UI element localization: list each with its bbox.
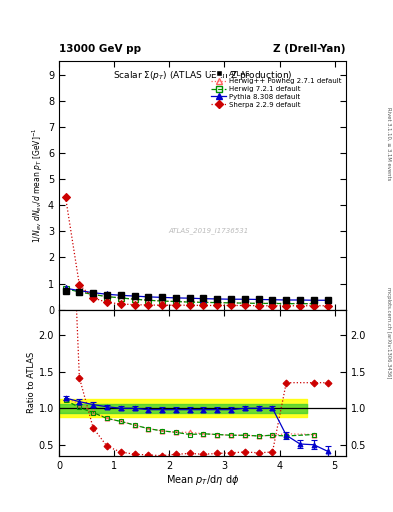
Text: ATLAS_2019_I1736531: ATLAS_2019_I1736531 [168,227,248,233]
Y-axis label: Ratio to ATLAS: Ratio to ATLAS [27,352,36,413]
Text: 13000 GeV pp: 13000 GeV pp [59,44,141,54]
Legend: ATLAS, Herwig++ Powheg 2.7.1 default, Herwig 7.2.1 default, Pythia 8.308 default: ATLAS, Herwig++ Powheg 2.7.1 default, He… [210,70,342,108]
X-axis label: Mean $p_T$/d$\eta$ d$\phi$: Mean $p_T$/d$\eta$ d$\phi$ [166,473,239,487]
Y-axis label: $1/N_{ev}\ dN_{ev}/d\ \mathrm{mean}\ p_T\ [\mathrm{GeV}]^{-1}$: $1/N_{ev}\ dN_{ev}/d\ \mathrm{mean}\ p_T… [31,128,45,243]
Text: Rivet 3.1.10, ≥ 3.1M events: Rivet 3.1.10, ≥ 3.1M events [386,106,391,180]
Text: Z (Drell-Yan): Z (Drell-Yan) [274,44,346,54]
Text: Scalar $\Sigma(p_T)$ (ATLAS UE in Z production): Scalar $\Sigma(p_T)$ (ATLAS UE in Z prod… [113,69,292,82]
Text: mcplots.cern.ch [arXiv:1306.3436]: mcplots.cern.ch [arXiv:1306.3436] [386,287,391,378]
